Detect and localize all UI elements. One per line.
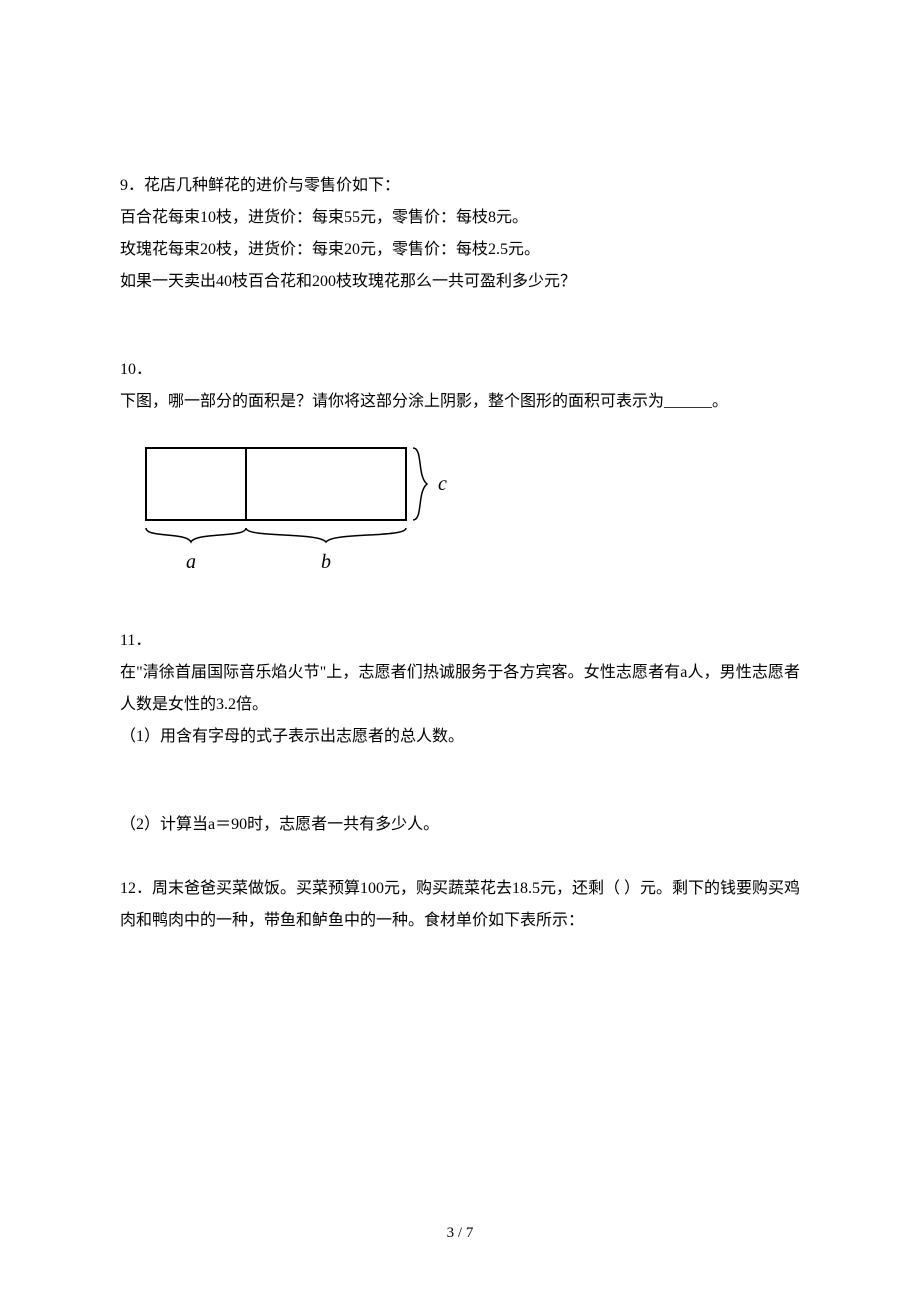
q10-text: 下图，哪一部分的面积是？请你将这部分涂上阴影，整个图形的面积可表示为______…	[120, 386, 800, 418]
q11-sub2: （2）计算当a＝90时，志愿者一共有多少人。	[120, 809, 800, 841]
q9-line3: 如果一天卖出40枝百合花和200枝玫瑰花那么一共可盈利多少元？	[120, 266, 800, 298]
question-10: 10． 下图，哪一部分的面积是？请你将这部分涂上阴影，整个图形的面积可表示为__…	[120, 354, 800, 593]
q10-figure: a b c	[128, 438, 800, 593]
q11-text: 在"清徐首届国际音乐焰火节"上，志愿者们热诚服务于各方宾客。女性志愿者有a人，男…	[120, 657, 800, 721]
page-footer: 3 / 7	[0, 1225, 920, 1242]
q11-sub1: （1）用含有字母的式子表示出志愿者的总人数。	[120, 721, 800, 753]
q11-number: 11．	[120, 625, 800, 657]
q9-line1: 百合花每束10枝，进货价：每束55元，零售价：每枝8元。	[120, 202, 800, 234]
question-11: 11． 在"清徐首届国际音乐焰火节"上，志愿者们热诚服务于各方宾客。女性志愿者有…	[120, 625, 800, 841]
q12-text: 12．周末爸爸买菜做饭。买菜预算100元，购买蔬菜花去18.5元，还剩（ ）元。…	[120, 873, 800, 937]
q10-number: 10．	[120, 354, 800, 386]
svg-text:b: b	[321, 551, 331, 573]
question-9: 9．花店几种鲜花的进价与零售价如下： 百合花每束10枝，进货价：每束55元，零售…	[120, 170, 800, 298]
rectangle-diagram: a b c	[128, 438, 448, 593]
q9-line2: 玫瑰花每束20枝，进货价：每束20元，零售价：每枝2.5元。	[120, 234, 800, 266]
q9-intro: 9．花店几种鲜花的进价与零售价如下：	[120, 170, 800, 202]
question-12: 12．周末爸爸买菜做饭。买菜预算100元，购买蔬菜花去18.5元，还剩（ ）元。…	[120, 873, 800, 937]
svg-text:a: a	[186, 551, 196, 573]
svg-text:c: c	[438, 473, 447, 495]
